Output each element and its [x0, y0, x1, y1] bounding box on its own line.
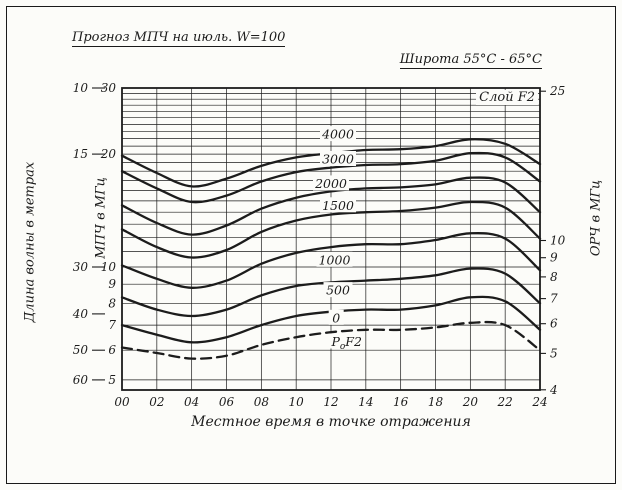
curve-label: 4000: [321, 127, 354, 142]
x-tick-label: 12: [323, 395, 338, 409]
x-tick-label: 16: [393, 395, 409, 409]
wavelength-tick-label: 60: [73, 373, 89, 387]
owf-tick-label: 10: [550, 234, 566, 248]
wavelength-axis-title: Длина волны в метрах: [22, 161, 38, 323]
curve-label: 2000: [314, 176, 347, 191]
curve-1500: [120, 200, 542, 259]
muf-tick-label: 20: [100, 147, 117, 161]
owf-tick-label: 4: [549, 383, 558, 397]
x-tick-label: 14: [358, 395, 373, 409]
curve-label: PoF2: [330, 334, 362, 352]
curve-label: 3000: [322, 152, 354, 167]
wavelength-tick-label: 50: [73, 343, 89, 357]
curve-label-backing: [320, 197, 356, 213]
curve-label-backing: [316, 251, 353, 267]
muf-tick-label: 8: [108, 296, 116, 310]
curve-label-backing: [323, 282, 353, 298]
curve-3000: [120, 151, 542, 204]
x-axis-title: Местное время в точке отражения: [191, 414, 471, 430]
curve-label: 500: [326, 283, 350, 298]
curve-1000: [120, 231, 542, 289]
curve-2000: [120, 176, 542, 236]
owf-tick-label: 7: [550, 292, 558, 306]
latitude-note: Широта 55°С - 65°С: [399, 52, 542, 69]
owf-axis-title: ОРЧ в МГц: [588, 179, 604, 257]
curve-label: 0: [332, 310, 340, 325]
x-tick-label: 00: [114, 395, 130, 409]
x-tick-label: 22: [497, 395, 513, 409]
owf-tick-label: 6: [550, 317, 558, 331]
curve-label-backing: [328, 333, 365, 349]
owf-tick-label: 5: [550, 346, 558, 360]
x-tick-label: 20: [462, 395, 479, 409]
curve-label-backing: [328, 309, 344, 325]
muf-axis-title: МПЧ в МГц: [93, 177, 109, 259]
muf-tick-label: 5: [108, 373, 116, 387]
muf-tick-label: 6: [108, 343, 116, 357]
curve-label-backing: [320, 151, 356, 166]
curve-label-backing: [320, 126, 356, 142]
owf-tick-label: 9: [550, 251, 558, 265]
x-tick-label: 10: [289, 395, 305, 409]
layer-note: Слой F2: [476, 90, 538, 105]
x-tick-label: 06: [219, 395, 235, 409]
curve-label: 1500: [322, 198, 354, 213]
curve-label: 1000: [319, 252, 351, 267]
wavelength-tick-label: 40: [72, 307, 89, 321]
curve-pof2: [120, 320, 542, 360]
owf-tick-label: 25: [549, 84, 565, 98]
x-tick-label: 18: [428, 395, 444, 409]
owf-tick-label: 8: [550, 270, 558, 284]
x-tick-label: 02: [149, 395, 164, 409]
muf-tick-label: 9: [108, 277, 116, 291]
chart-title: Прогноз МПЧ на июль. W=100: [72, 30, 286, 47]
wavelength-tick-label: 30: [73, 260, 89, 274]
x-tick-label: 08: [254, 395, 270, 409]
x-tick-label: 24: [531, 395, 547, 409]
muf-tick-label: 7: [108, 318, 116, 332]
wavelength-tick-label: 10: [73, 81, 89, 95]
wavelength-tick-label: 15: [73, 147, 88, 161]
curve-label-backing: [313, 175, 349, 191]
x-tick-label: 04: [184, 395, 199, 409]
muf-tick-label: 30: [101, 81, 117, 95]
muf-tick-label: 10: [101, 260, 117, 274]
